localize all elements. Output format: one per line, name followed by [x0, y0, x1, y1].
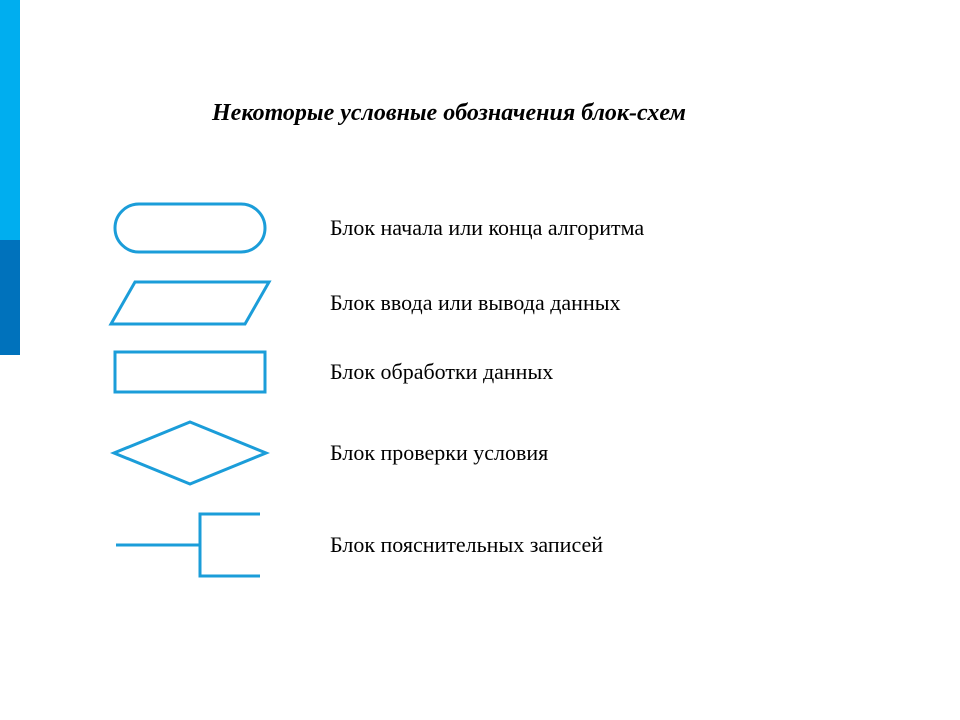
sidebar-top-strip: [0, 0, 20, 240]
legend-row-comment: Блок пояснительных записей: [100, 510, 603, 580]
legend-row-process: Блок обработки данных: [100, 348, 553, 396]
legend-row-decision: Блок проверки условия: [100, 418, 548, 488]
label-comment: Блок пояснительных записей: [330, 532, 603, 558]
rect-icon: [110, 348, 270, 396]
label-io: Блок ввода или вывода данных: [330, 290, 621, 316]
label-process: Блок обработки данных: [330, 359, 553, 385]
label-decision: Блок проверки условия: [330, 440, 548, 466]
diamond-icon: [110, 418, 270, 488]
shape-comment: [100, 510, 280, 580]
label-terminator: Блок начала или конца алгоритма: [330, 215, 644, 241]
shape-io: [100, 278, 280, 328]
sidebar-accent: [0, 0, 20, 720]
annotation-icon: [110, 510, 270, 580]
page-title: Некоторые условные обозначения блок-схем: [212, 100, 686, 127]
terminator-icon: [110, 200, 270, 256]
shape-process: [100, 348, 280, 396]
legend-row-io: Блок ввода или вывода данных: [100, 278, 621, 328]
legend-row-terminator: Блок начала или конца алгоритма: [100, 198, 644, 258]
parallelogram-icon: [105, 278, 275, 328]
sidebar-block: [0, 240, 20, 355]
shape-decision: [100, 418, 280, 488]
shape-terminator: [100, 200, 280, 256]
